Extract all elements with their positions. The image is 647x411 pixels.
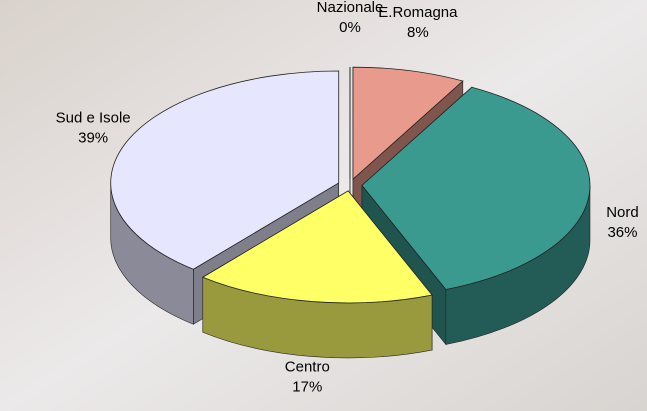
slice-label: Centro <box>285 358 330 375</box>
slice-value-label: 17% <box>292 378 322 395</box>
slice-label: Nazionale <box>317 0 384 16</box>
slice-label: Nord <box>606 204 639 221</box>
slice-value-label: 39% <box>78 129 108 146</box>
chart: E.Romagna 8% Nord 36% Centro 17% Sud e Isole 39… <box>0 0 647 411</box>
pie <box>111 67 590 358</box>
slice-label: Sud e Isole <box>56 109 131 126</box>
slice-value-label: 36% <box>607 224 637 241</box>
slice-label: E.Romagna <box>378 4 458 21</box>
slice-value-label: 8% <box>407 24 429 41</box>
slice-value-label: 0% <box>339 19 361 36</box>
